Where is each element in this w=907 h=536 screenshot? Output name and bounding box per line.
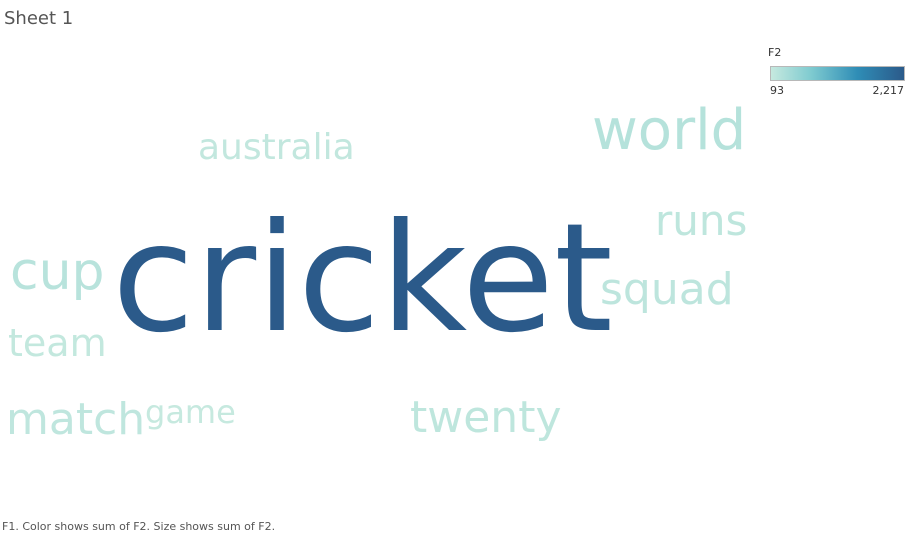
legend-title: F2 <box>768 46 782 59</box>
sheet-title: Sheet 1 <box>4 8 74 29</box>
color-legend: F2 93 2,217 <box>768 46 907 102</box>
word-squad[interactable]: squad <box>600 264 734 315</box>
word-game[interactable]: game <box>145 393 236 431</box>
word-twenty[interactable]: twenty <box>410 392 562 443</box>
legend-min-label: 93 <box>770 84 784 97</box>
word-cricket[interactable]: cricket <box>112 192 613 366</box>
word-runs[interactable]: runs <box>655 196 748 245</box>
chart-caption: F1. Color shows sum of F2. Size shows su… <box>2 520 276 533</box>
legend-max-label: 2,217 <box>872 84 905 97</box>
word-match[interactable]: match <box>6 394 146 445</box>
word-cup[interactable]: cup <box>10 242 105 302</box>
word-australia[interactable]: australia <box>198 127 355 168</box>
legend-color-ramp <box>770 66 905 81</box>
word-world[interactable]: world <box>592 98 747 163</box>
word-team[interactable]: team <box>8 321 107 365</box>
